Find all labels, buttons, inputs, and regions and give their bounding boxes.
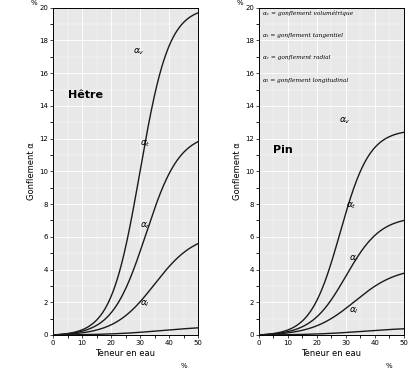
- Text: $\alpha_v$: $\alpha_v$: [339, 116, 350, 126]
- Text: %: %: [31, 0, 38, 6]
- Y-axis label: Gonflement α: Gonflement α: [27, 142, 36, 200]
- Text: %: %: [386, 363, 393, 369]
- Text: αₜ = gonflement tangentiel: αₜ = gonflement tangentiel: [263, 33, 343, 38]
- Text: $\alpha_r$: $\alpha_r$: [140, 220, 151, 231]
- Text: $\alpha_t$: $\alpha_t$: [346, 201, 357, 211]
- Text: Pin: Pin: [273, 145, 293, 155]
- Y-axis label: Gonflement α: Gonflement α: [233, 142, 242, 200]
- Text: $\alpha_r$: $\alpha_r$: [349, 253, 360, 264]
- Text: $\alpha_v$: $\alpha_v$: [133, 47, 144, 57]
- Text: $\alpha_l$: $\alpha_l$: [140, 299, 150, 310]
- Text: αᵥ = gonflement volumétrique: αᵥ = gonflement volumétrique: [263, 11, 353, 17]
- Text: $\alpha_l$: $\alpha_l$: [349, 306, 359, 316]
- Text: αₗ = gonflement longitudinal: αₗ = gonflement longitudinal: [263, 78, 348, 83]
- Text: Hêtre: Hêtre: [68, 89, 102, 99]
- X-axis label: Teneur en eau: Teneur en eau: [302, 348, 361, 358]
- Text: $\alpha_t$: $\alpha_t$: [140, 139, 151, 149]
- Text: %: %: [180, 363, 187, 369]
- Text: %: %: [237, 0, 244, 6]
- Text: αᵣ = gonflement radial: αᵣ = gonflement radial: [263, 55, 331, 60]
- X-axis label: Teneur en eau: Teneur en eau: [95, 348, 155, 358]
